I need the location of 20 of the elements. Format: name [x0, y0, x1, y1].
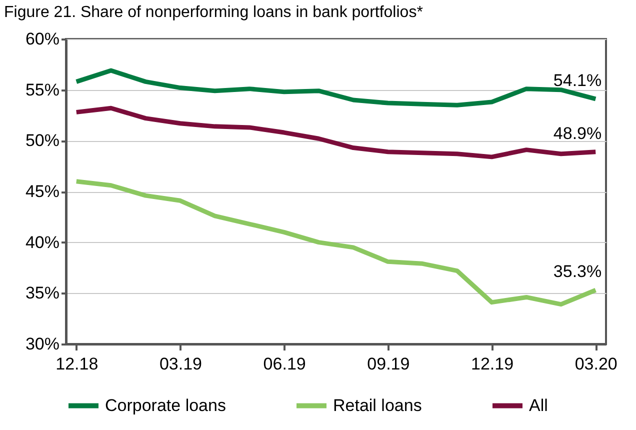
y-tick-label: 35%: [25, 284, 60, 303]
x-tick-label: 12.19: [470, 354, 514, 374]
x-tick-label: 03.20: [574, 354, 618, 374]
y-tick-label: 60%: [25, 30, 60, 48]
y-tick-label: 30%: [25, 334, 60, 354]
y-tick-label: 45%: [25, 182, 60, 201]
legend-label: Retail loans: [333, 396, 422, 415]
x-tick-label: 12.18: [56, 354, 98, 374]
chart-title: Figure 21. Share of nonperforming loans in bank portfolios*: [4, 4, 423, 21]
y-tick-label: 55%: [25, 80, 60, 100]
x-tick-label: 06.19: [263, 354, 306, 374]
x-tick-label: 03.19: [159, 354, 202, 374]
x-tick-label: 09.19: [367, 354, 410, 374]
data-label: 35.3%: [553, 262, 602, 282]
y-tick-label: 50%: [25, 131, 60, 150]
y-tick-label: 40%: [25, 232, 60, 252]
data-label: 48.9%: [553, 124, 602, 143]
legend-label: All: [529, 396, 548, 415]
data-label: 54.1%: [553, 70, 602, 90]
legend-label: Corporate loans: [105, 396, 226, 415]
